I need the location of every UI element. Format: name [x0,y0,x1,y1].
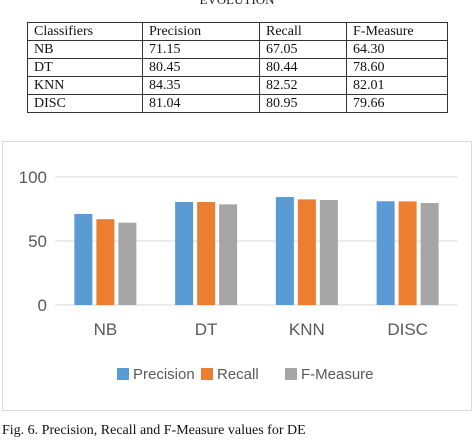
legend-label: Precision [133,366,195,383]
bar [398,201,417,305]
table-cell: 80.44 [259,58,347,77]
bar [420,203,439,305]
header-cell-f-measure: F-Measure [346,22,448,41]
table-cell: 71.15 [142,40,260,59]
table-cell: NB [27,40,143,59]
table-row: DISC 81.04 80.95 79.66 [27,94,448,113]
x-tick-label: NB [94,320,118,339]
table-cell: 67.05 [259,40,347,59]
bar [197,202,216,305]
table-header-row: Classifiers Precision Recall F-Measure [27,22,448,41]
figure-caption: Fig. 6. Precision, Recall and F-Measure … [2,423,306,438]
table-cell: KNN [27,76,143,95]
table-cell: 80.95 [259,94,347,113]
legend-label: Recall [217,366,259,383]
bar [74,213,93,305]
table-cell: 82.01 [346,76,448,95]
bar [297,199,316,305]
table-cell: 81.04 [142,94,260,113]
y-tick-label: 0 [38,296,47,315]
bar [96,219,115,305]
results-table: Classifiers Precision Recall F-Measure N… [27,22,448,113]
table-cell: DISC [27,94,143,113]
table-cell: 78.60 [346,58,448,77]
header-cell-precision: Precision [142,22,260,41]
x-tick-label: DISC [387,320,428,339]
table-heading: EVOLUTION [0,0,474,8]
bar [275,197,294,305]
legend-swatch [117,368,129,380]
y-tick-label: 100 [19,168,47,187]
header-cell-classifiers: Classifiers [27,22,143,41]
chart-frame: 0 50 100 NB DT KNN DISC Precision Recall F-Measur… [2,141,472,411]
legend-label: F-Measure [301,366,374,383]
table-cell: 64.30 [346,40,448,59]
legend-swatch [285,368,297,380]
y-tick-label: 50 [28,232,47,251]
table-cell: DT [27,58,143,77]
bar [118,222,137,305]
table-row: DT 80.45 80.44 78.60 [27,58,448,77]
bar-chart: 0 50 100 NB DT KNN DISC Precision Recall F-Measur… [19,168,458,383]
bar [219,204,238,305]
table-cell: 79.66 [346,94,448,113]
x-tick-label: KNN [289,320,325,339]
table-cell: 82.52 [259,76,347,95]
header-cell-recall: Recall [259,22,347,41]
bar [175,202,194,305]
legend-swatch [201,368,213,380]
bar [376,201,395,305]
table-row: NB 71.15 67.05 64.30 [27,40,448,59]
bar [319,200,338,305]
table-row: KNN 84.35 82.52 82.01 [27,76,448,95]
table-cell: 84.35 [142,76,260,95]
table-cell: 80.45 [142,58,260,77]
x-tick-label: DT [195,320,218,339]
